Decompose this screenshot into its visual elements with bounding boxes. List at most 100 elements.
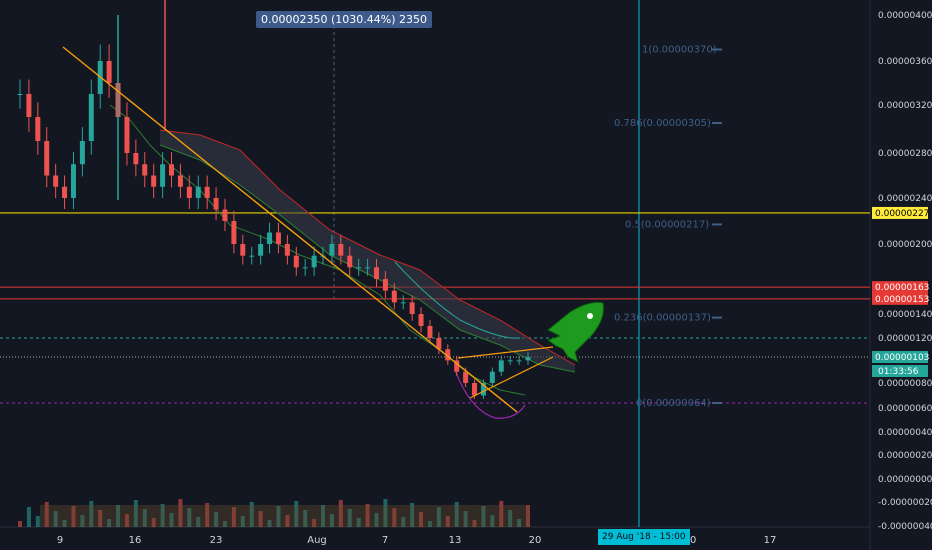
candle-body	[213, 198, 219, 210]
volume-bar	[392, 508, 397, 527]
y-tick-label: 0.00000020	[878, 451, 932, 461]
x-tick-label: 16	[129, 535, 142, 546]
y-tick-label: 0.00000280	[878, 149, 932, 159]
volume-bar	[44, 502, 49, 527]
candle-body	[186, 186, 192, 198]
candle-body	[302, 267, 308, 269]
y-tick-label: 0.00000040	[878, 428, 932, 438]
x-tick-label: 23	[210, 535, 223, 546]
y-tick-label: 0.00000140	[878, 310, 932, 320]
volume-bar	[18, 521, 22, 527]
candle-body	[472, 383, 478, 396]
volume-bar	[374, 513, 379, 527]
x-tick-label: 20	[529, 535, 542, 546]
volume-bar	[338, 500, 343, 527]
candle-body	[489, 371, 495, 383]
candle-body	[525, 357, 531, 361]
volume-bar	[258, 511, 263, 527]
volume-bar	[312, 519, 317, 527]
volume-bar	[160, 504, 165, 527]
y-tick-label: -0.00000040	[878, 522, 932, 532]
candle-body	[382, 279, 388, 291]
candle-body	[409, 302, 415, 314]
volume-bar	[499, 501, 504, 527]
candle-body	[445, 349, 451, 361]
volume-bar	[116, 505, 121, 527]
price-tag	[872, 292, 928, 305]
candle-body	[400, 302, 406, 304]
candle-body	[204, 186, 210, 198]
y-tick-label: 0.00000080	[878, 379, 932, 389]
volume-bar	[80, 515, 85, 527]
volume-bar	[419, 512, 424, 527]
volume-bar	[347, 509, 352, 527]
candle-body	[44, 141, 50, 176]
y-tick-label: 0.00000360	[878, 57, 932, 67]
volume-bar	[490, 515, 495, 527]
x-tick-label: 9	[57, 535, 63, 546]
candle-body	[498, 360, 504, 372]
candle-body	[356, 267, 362, 269]
candle-body	[436, 338, 442, 350]
candle-body	[222, 209, 228, 221]
volume-bar	[249, 502, 254, 527]
candle-body	[169, 164, 175, 176]
candle-body	[275, 232, 281, 244]
volume-bar	[365, 504, 370, 527]
price-tag	[872, 206, 928, 219]
x-tick-label: 10	[684, 535, 697, 546]
candle-body	[338, 244, 344, 256]
volume-bar	[89, 501, 94, 527]
countdown-label: 01:33:56	[878, 367, 919, 377]
volume-bar	[71, 506, 76, 527]
candle-body	[258, 244, 264, 256]
volume-bar	[98, 510, 103, 527]
candle-body	[329, 244, 335, 256]
fib-level-label: 0.236(0.00000137)	[614, 313, 711, 324]
volume-bar	[214, 512, 219, 527]
volume-bar	[436, 507, 441, 527]
volume-bar	[133, 500, 138, 527]
candle-body	[17, 94, 23, 95]
volume-bar	[508, 510, 513, 527]
candle-body	[177, 175, 183, 187]
volume-bar	[321, 505, 326, 527]
rocket-icon	[546, 301, 604, 363]
candle-body	[267, 232, 273, 244]
fib-level-label: 0.5(0.00000217)	[625, 219, 709, 230]
volume-bar	[187, 508, 192, 527]
volume-bar	[463, 511, 468, 527]
candle-body	[53, 175, 59, 187]
volume-bar	[517, 519, 522, 527]
volume-bar	[205, 503, 210, 527]
y-tick-label: 0.00000200	[878, 240, 932, 250]
volume-bar	[26, 507, 31, 527]
volume-bar	[267, 520, 272, 527]
candle-body	[427, 326, 433, 338]
volume-bar	[178, 499, 183, 527]
candle-body	[70, 164, 76, 198]
volume-bar	[142, 509, 147, 527]
volume-bar	[445, 516, 450, 527]
volume-bar	[222, 521, 227, 527]
volume-bar	[107, 519, 112, 527]
x-tick-label: Aug	[307, 535, 327, 546]
volume-bar	[62, 520, 67, 527]
volume-ma-area	[40, 505, 530, 527]
candle-body	[480, 383, 486, 396]
volume-bar	[481, 506, 486, 527]
candle-body	[507, 360, 513, 362]
x-tick-label: 17	[764, 535, 777, 546]
price-tag-label: 0.00000103	[875, 353, 929, 363]
volume-bar	[124, 514, 129, 527]
volume-bar	[383, 499, 388, 527]
candle-body	[35, 117, 41, 141]
volume-bar	[169, 513, 174, 527]
y-tick-label: -0.00000020	[878, 498, 932, 508]
volume-bar	[285, 515, 290, 527]
volume-bar	[196, 517, 201, 527]
candle-body	[195, 186, 201, 198]
wedge-upper-line	[457, 346, 554, 359]
